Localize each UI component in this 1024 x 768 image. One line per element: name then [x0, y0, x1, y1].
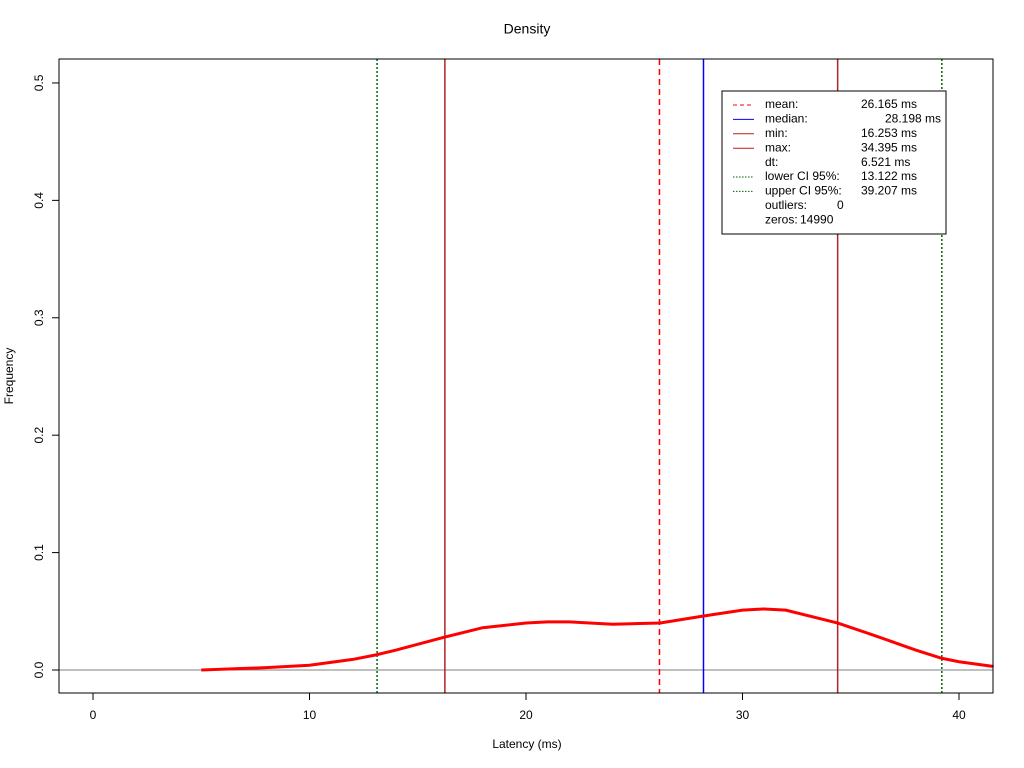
legend-label: zeros:: [765, 212, 798, 226]
legend-value: 6.521 ms: [861, 155, 910, 169]
x-tick-label: 40: [952, 708, 966, 722]
legend-label: max:: [765, 140, 791, 154]
legend-value: 14990: [800, 212, 834, 226]
y-tick-label: 0.4: [32, 192, 46, 209]
x-tick-label: 10: [303, 708, 317, 722]
legend-label: lower CI 95%:: [765, 169, 840, 183]
density-curve: [201, 607, 994, 672]
x-tick-label: 30: [736, 708, 750, 722]
y-tick-label: 0.2: [32, 427, 46, 444]
legend-label: mean:: [765, 97, 798, 111]
x-tick-label: 0: [90, 708, 97, 722]
legend-value: 39.207 ms: [861, 184, 917, 198]
y-axis-label: Frequency: [2, 348, 16, 405]
y-tick-label: 0.5: [32, 74, 46, 91]
legend-label: outliers:: [765, 198, 807, 212]
legend-label: min:: [765, 126, 788, 140]
x-tick-label: 20: [519, 708, 533, 722]
legend-value: 13.122 ms: [861, 169, 917, 183]
plot-frame: [58, 58, 994, 694]
legend-value: 34.395 ms: [861, 140, 917, 154]
y-tick-label: 0.1: [32, 544, 46, 561]
legend-label: median:: [765, 112, 808, 126]
y-tick-label: 0.0: [32, 661, 46, 678]
legend-value: 26.165 ms: [861, 97, 917, 111]
y-tick-label: 0.3: [32, 309, 46, 326]
chart-title: Density: [504, 21, 551, 37]
legend-label: upper CI 95%:: [765, 184, 842, 198]
legend-label: dt:: [765, 155, 778, 169]
legend-value: 0: [837, 198, 844, 212]
legend-value: 16.253 ms: [861, 126, 917, 140]
x-axis-label: Latency (ms): [492, 737, 561, 751]
legend-box: [721, 90, 947, 235]
legend-value: 28.198 ms: [885, 112, 941, 126]
